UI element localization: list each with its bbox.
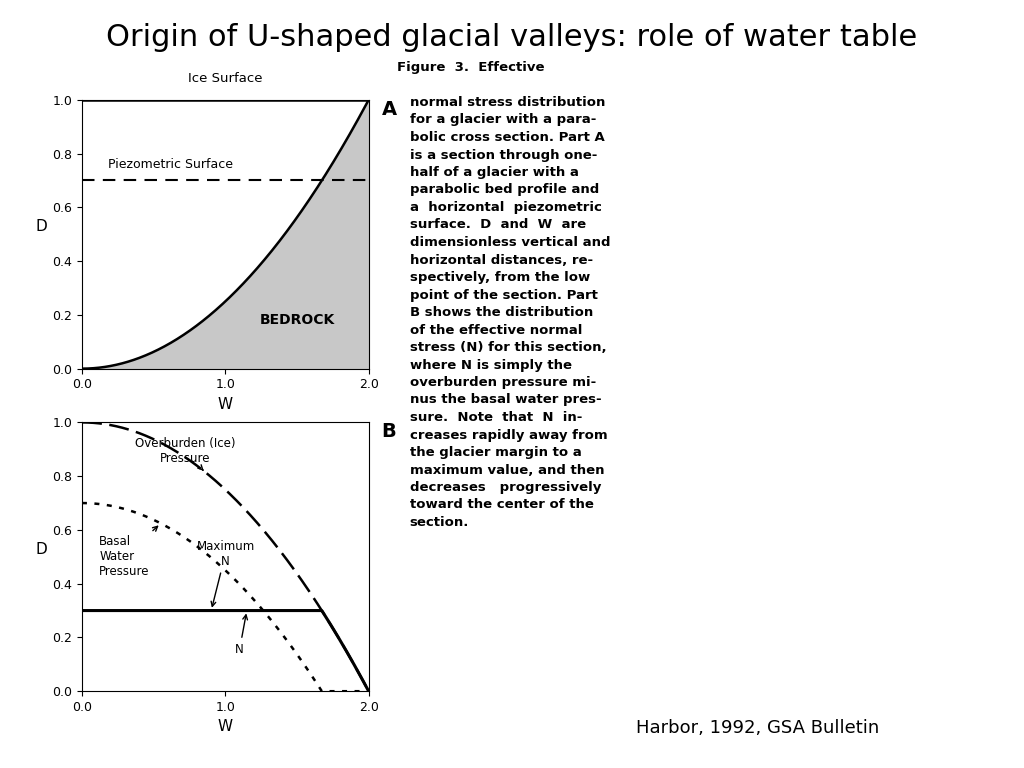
X-axis label: W: W: [218, 720, 232, 734]
Text: Basal
Water
Pressure: Basal Water Pressure: [99, 526, 158, 578]
Text: Ice Surface: Ice Surface: [188, 72, 262, 85]
Y-axis label: D: D: [35, 541, 47, 557]
Y-axis label: D: D: [35, 219, 47, 234]
Text: normal stress distribution
for a glacier with a para-
bolic cross section. Part : normal stress distribution for a glacier…: [410, 96, 610, 529]
Text: Piezometric Surface: Piezometric Surface: [108, 158, 232, 171]
Text: Harbor, 1992, GSA Bulletin: Harbor, 1992, GSA Bulletin: [636, 720, 880, 737]
Text: BEDROCK: BEDROCK: [259, 313, 335, 327]
Text: N: N: [236, 615, 248, 656]
X-axis label: W: W: [218, 397, 232, 412]
Text: Figure  3.  Effective: Figure 3. Effective: [397, 61, 545, 74]
Text: B: B: [382, 422, 396, 442]
Text: Overburden (Ice)
Pressure: Overburden (Ice) Pressure: [135, 438, 236, 470]
Text: Maximum
N: Maximum N: [197, 540, 255, 607]
Text: Origin of U-shaped glacial valleys: role of water table: Origin of U-shaped glacial valleys: role…: [106, 23, 918, 52]
Text: A: A: [382, 100, 396, 119]
